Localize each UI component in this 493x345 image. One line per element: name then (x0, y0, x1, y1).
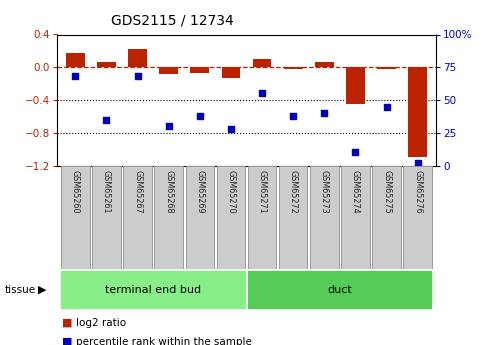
Text: GSM65269: GSM65269 (195, 170, 204, 213)
Point (71, 74, 79, 79)
Text: GSM65271: GSM65271 (257, 170, 267, 213)
Text: duct: duct (327, 285, 352, 295)
Text: ■: ■ (62, 337, 72, 345)
Bar (97, 61, 116, 67)
Text: GSM65273: GSM65273 (320, 170, 329, 213)
Text: GSM65260: GSM65260 (71, 170, 80, 213)
Point (320, 110, 328, 116)
Bar (190, 67, 209, 73)
Point (196, 113, 204, 119)
Bar (346, 67, 365, 104)
Text: GSM65276: GSM65276 (413, 170, 422, 213)
Text: GSM65261: GSM65261 (102, 170, 111, 213)
Text: GSM65268: GSM65268 (164, 170, 173, 213)
Point (165, 124, 173, 129)
Point (134, 74, 141, 79)
Point (352, 150, 359, 155)
Bar (253, 59, 271, 67)
Bar (185, 166, 214, 269)
Bar (246, 270, 433, 310)
Text: GSM65272: GSM65272 (289, 170, 298, 214)
Bar (154, 166, 183, 269)
Bar (279, 166, 308, 269)
Bar (222, 67, 240, 78)
Bar (92, 166, 121, 269)
Bar (372, 166, 401, 269)
Bar (159, 67, 178, 74)
Bar (61, 166, 90, 269)
Text: GSM65267: GSM65267 (133, 170, 142, 213)
Bar (60, 270, 246, 310)
Text: ▶: ▶ (37, 285, 46, 295)
Text: percentile rank within the sample: percentile rank within the sample (76, 337, 252, 345)
Text: terminal end bud: terminal end bud (105, 285, 201, 295)
Bar (341, 166, 370, 269)
Text: log2 ratio: log2 ratio (76, 318, 127, 327)
Bar (310, 166, 339, 269)
Text: GSM65274: GSM65274 (351, 170, 360, 213)
Point (258, 91, 266, 96)
Text: ■: ■ (62, 318, 72, 327)
Bar (216, 166, 245, 269)
Bar (128, 49, 147, 67)
Point (289, 113, 297, 119)
Text: GDS2115 / 12734: GDS2115 / 12734 (111, 14, 234, 28)
Bar (377, 67, 396, 69)
Bar (66, 52, 85, 67)
Point (383, 104, 390, 109)
Bar (408, 67, 427, 157)
Bar (315, 61, 334, 67)
Point (227, 126, 235, 132)
Point (103, 117, 110, 122)
Text: GSM65270: GSM65270 (226, 170, 236, 213)
Bar (284, 67, 303, 69)
Point (414, 160, 422, 166)
Bar (123, 166, 152, 269)
Bar (403, 166, 432, 269)
Text: GSM65275: GSM65275 (382, 170, 391, 214)
Text: tissue: tissue (5, 285, 36, 295)
Bar (248, 166, 277, 269)
